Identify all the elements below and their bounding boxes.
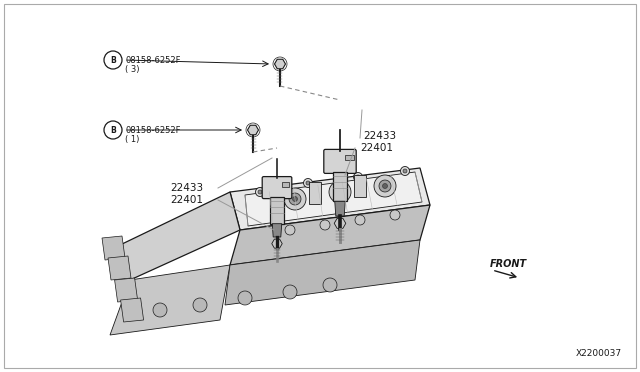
Polygon shape	[335, 201, 345, 216]
Bar	[345, 155, 354, 160]
Circle shape	[258, 190, 262, 194]
Circle shape	[374, 175, 396, 197]
Circle shape	[383, 183, 387, 189]
Text: B: B	[110, 55, 116, 64]
Circle shape	[334, 186, 346, 198]
Text: 22401: 22401	[360, 143, 393, 153]
Text: ( 3): ( 3)	[125, 64, 140, 74]
Polygon shape	[245, 172, 422, 226]
Circle shape	[284, 188, 306, 210]
Circle shape	[390, 210, 400, 220]
Polygon shape	[110, 265, 230, 335]
Text: FRONT: FRONT	[490, 259, 527, 269]
Polygon shape	[275, 59, 285, 69]
Polygon shape	[120, 192, 240, 280]
Polygon shape	[115, 278, 138, 302]
Polygon shape	[272, 224, 282, 237]
Circle shape	[379, 180, 391, 192]
Bar	[270, 197, 284, 224]
Circle shape	[285, 225, 295, 235]
Bar	[309, 182, 321, 204]
Text: 08158-6252F: 08158-6252F	[125, 125, 180, 135]
Polygon shape	[272, 239, 282, 248]
Text: 08158-6252F: 08158-6252F	[125, 55, 180, 64]
Circle shape	[355, 215, 365, 225]
FancyBboxPatch shape	[262, 177, 292, 199]
Circle shape	[401, 167, 410, 176]
Polygon shape	[102, 236, 125, 260]
Circle shape	[303, 179, 312, 187]
Circle shape	[329, 181, 351, 203]
FancyBboxPatch shape	[324, 150, 356, 173]
Polygon shape	[108, 256, 131, 280]
Polygon shape	[120, 298, 143, 322]
Circle shape	[153, 303, 167, 317]
Circle shape	[238, 291, 252, 305]
Circle shape	[337, 189, 342, 195]
Text: 22401: 22401	[170, 195, 203, 205]
Bar	[333, 172, 348, 201]
Circle shape	[289, 193, 301, 205]
Circle shape	[306, 181, 310, 185]
Circle shape	[255, 187, 264, 196]
Circle shape	[323, 278, 337, 292]
Circle shape	[320, 220, 330, 230]
Text: ( 1): ( 1)	[125, 135, 140, 144]
Circle shape	[193, 298, 207, 312]
Circle shape	[283, 285, 297, 299]
Polygon shape	[225, 240, 420, 305]
Polygon shape	[334, 218, 346, 228]
Text: 22433: 22433	[363, 131, 396, 141]
Bar	[354, 175, 366, 197]
Bar	[282, 182, 289, 187]
Circle shape	[292, 196, 298, 202]
Circle shape	[403, 169, 407, 173]
Text: B: B	[110, 125, 116, 135]
Polygon shape	[230, 205, 430, 265]
Polygon shape	[230, 168, 430, 230]
Text: 22433: 22433	[170, 183, 203, 193]
Circle shape	[356, 175, 360, 179]
Text: X2200037: X2200037	[576, 349, 622, 358]
Circle shape	[353, 173, 362, 182]
Polygon shape	[248, 125, 259, 135]
